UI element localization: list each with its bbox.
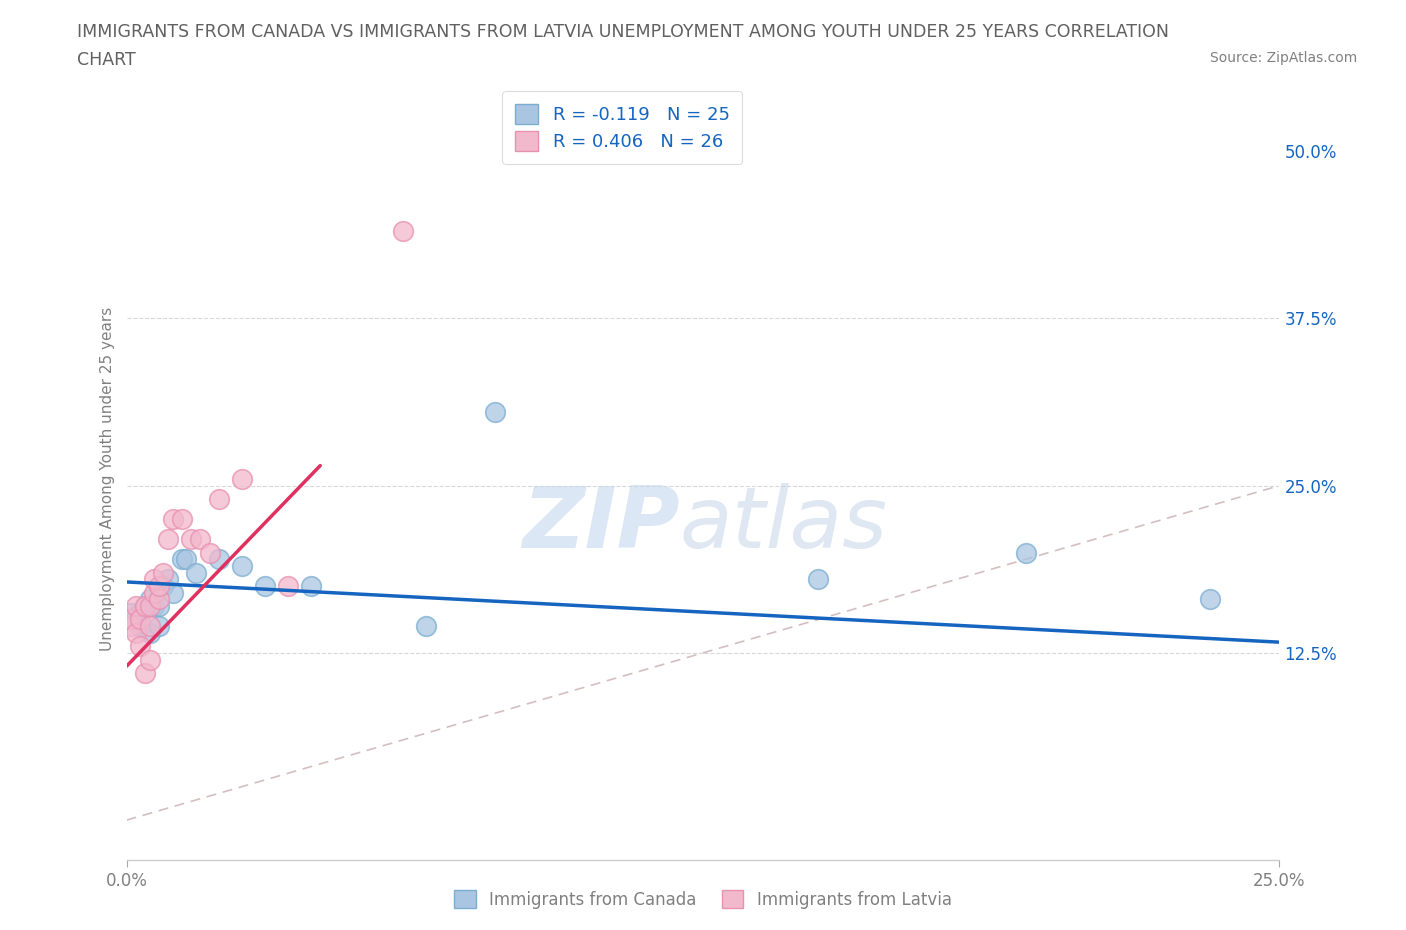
Point [152,565,174,580]
Point [148,591,170,606]
Point [277,578,299,593]
Point [138,652,160,667]
Point [231,559,253,574]
Point [231,472,253,486]
Point [157,532,180,547]
Point [129,639,152,654]
Point [120,618,142,633]
Point [134,599,156,614]
Point [129,618,152,633]
Point [162,585,184,600]
Point [152,578,174,593]
Legend: R = -0.119   N = 25, R = 0.406   N = 26: R = -0.119 N = 25, R = 0.406 N = 26 [502,91,742,164]
Point [176,551,198,566]
Point [138,625,160,640]
Point [484,405,506,419]
Point [170,551,193,566]
Point [120,612,142,627]
Text: Source: ZipAtlas.com: Source: ZipAtlas.com [1209,51,1357,65]
Point [208,551,231,566]
Text: IMMIGRANTS FROM CANADA VS IMMIGRANTS FROM LATVIA UNEMPLOYMENT AMONG YOUTH UNDER : IMMIGRANTS FROM CANADA VS IMMIGRANTS FRO… [77,23,1170,41]
Point [188,532,211,547]
Point [129,605,152,620]
Point [392,224,415,239]
Y-axis label: Unemployment Among Youth under 25 years: Unemployment Among Youth under 25 years [100,307,115,651]
Point [148,599,170,614]
Point [138,618,160,633]
Point [208,492,231,507]
Point [143,599,166,614]
Point [125,625,148,640]
Point [148,578,170,593]
Text: ZIP: ZIP [522,484,681,566]
Text: atlas: atlas [681,484,889,566]
Point [157,572,180,587]
Point [180,532,202,547]
Point [253,578,276,593]
Point [415,618,437,633]
Point [138,591,160,606]
Point [1015,545,1038,560]
Point [148,618,170,633]
Point [198,545,221,560]
Point [134,666,156,681]
Point [125,599,148,614]
Point [143,572,166,587]
Point [162,512,184,526]
Point [134,599,156,614]
Legend: Immigrants from Canada, Immigrants from Latvia: Immigrants from Canada, Immigrants from … [446,882,960,917]
Point [129,612,152,627]
Point [299,578,322,593]
Text: CHART: CHART [77,51,136,69]
Point [143,585,166,600]
Point [170,512,193,526]
Point [138,599,160,614]
Point [807,572,830,587]
Point [120,605,142,620]
Point [125,612,148,627]
Point [1199,591,1222,606]
Point [184,565,207,580]
